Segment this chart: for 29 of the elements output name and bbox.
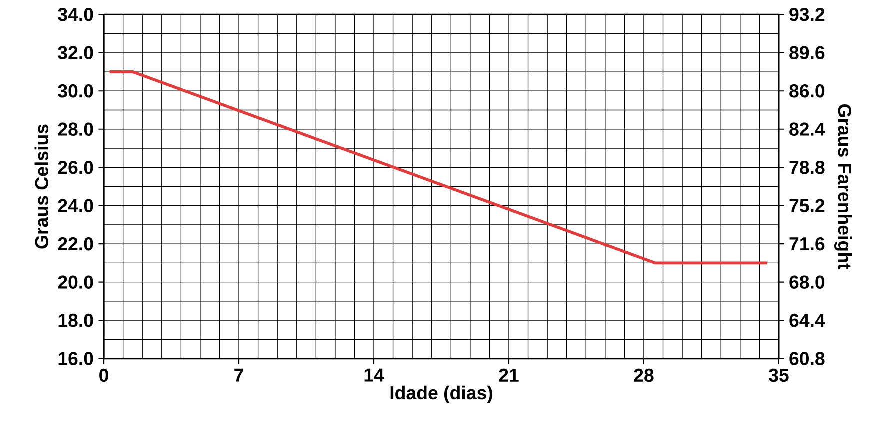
x-tick-label: 35 — [768, 368, 789, 382]
y2-tick-label: 71.6 — [790, 237, 825, 250]
x-tick-label: 28 — [634, 368, 654, 382]
y2-tick-label: 86.0 — [790, 84, 825, 98]
y2-tick-label: 75.2 — [790, 198, 825, 212]
y2-tick-label: 89.6 — [790, 46, 825, 60]
y-axis-title: Graus Celsius — [34, 124, 48, 249]
x-tick-label: 21 — [499, 368, 519, 382]
y-tick-label: 30.0 — [58, 84, 94, 98]
x-tick-label: 0 — [100, 368, 108, 382]
x-tick-label: 14 — [364, 368, 384, 382]
y-tick-label: 22.0 — [58, 237, 94, 250]
y2-tick-label: 93.2 — [790, 8, 825, 22]
y-tick-label: 18.0 — [58, 314, 94, 327]
y-tick-label: 20.0 — [58, 275, 94, 289]
y2-tick-label: 64.4 — [790, 314, 826, 327]
y2-tick-label: 68.0 — [790, 275, 825, 289]
x-axis-title: Idade (dias) — [390, 386, 492, 404]
y-tick-label: 16.0 — [58, 352, 94, 366]
y-tick-label: 34.0 — [58, 8, 94, 22]
y-tick-label: 26.0 — [58, 160, 94, 174]
y2-tick-label: 82.4 — [790, 122, 826, 136]
y-tick-label: 32.0 — [58, 46, 94, 60]
y-tick-label: 28.0 — [58, 122, 94, 136]
x-tick-label: 7 — [234, 368, 244, 382]
y2-tick-label: 78.8 — [790, 160, 825, 174]
y-tick-label: 24.0 — [58, 198, 94, 212]
y2-axis-title: Graus Farenheight — [834, 104, 852, 270]
y2-tick-label: 60.8 — [790, 352, 825, 366]
